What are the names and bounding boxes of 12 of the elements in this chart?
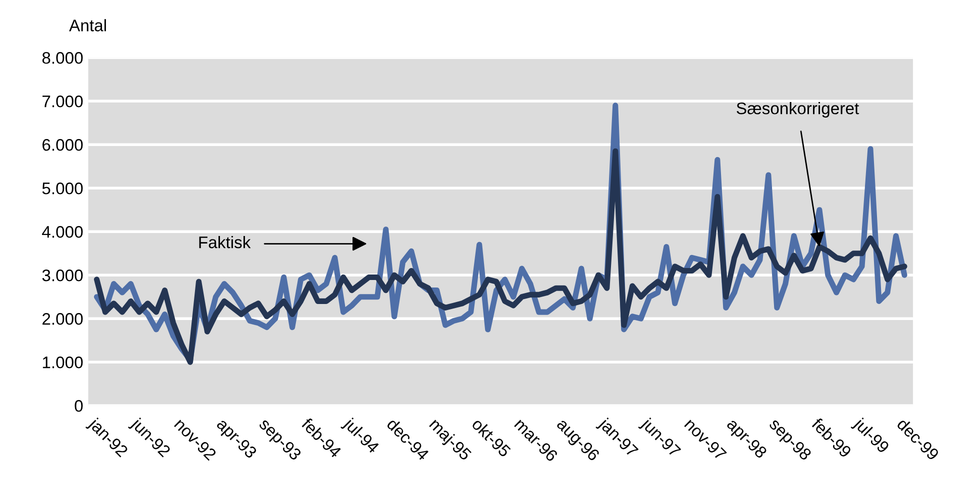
y-axis-title: Antal [69,19,106,32]
y-tick-label: 8.000 [42,52,83,64]
y-tick-label: 0 [74,400,83,412]
y-tick-label: 7.000 [42,96,83,108]
y-tick-label: 6.000 [42,139,83,151]
y-tick-label: 4.000 [42,226,83,238]
y-tick-label: 5.000 [42,182,83,194]
y-tick-label: 3.000 [42,270,83,282]
y-tick-label: 1.000 [42,356,83,368]
annotation: Faktisk [199,236,251,248]
y-tick-label: 2.000 [42,313,83,325]
annotation: Sæsonkorrigeret [736,102,859,118]
